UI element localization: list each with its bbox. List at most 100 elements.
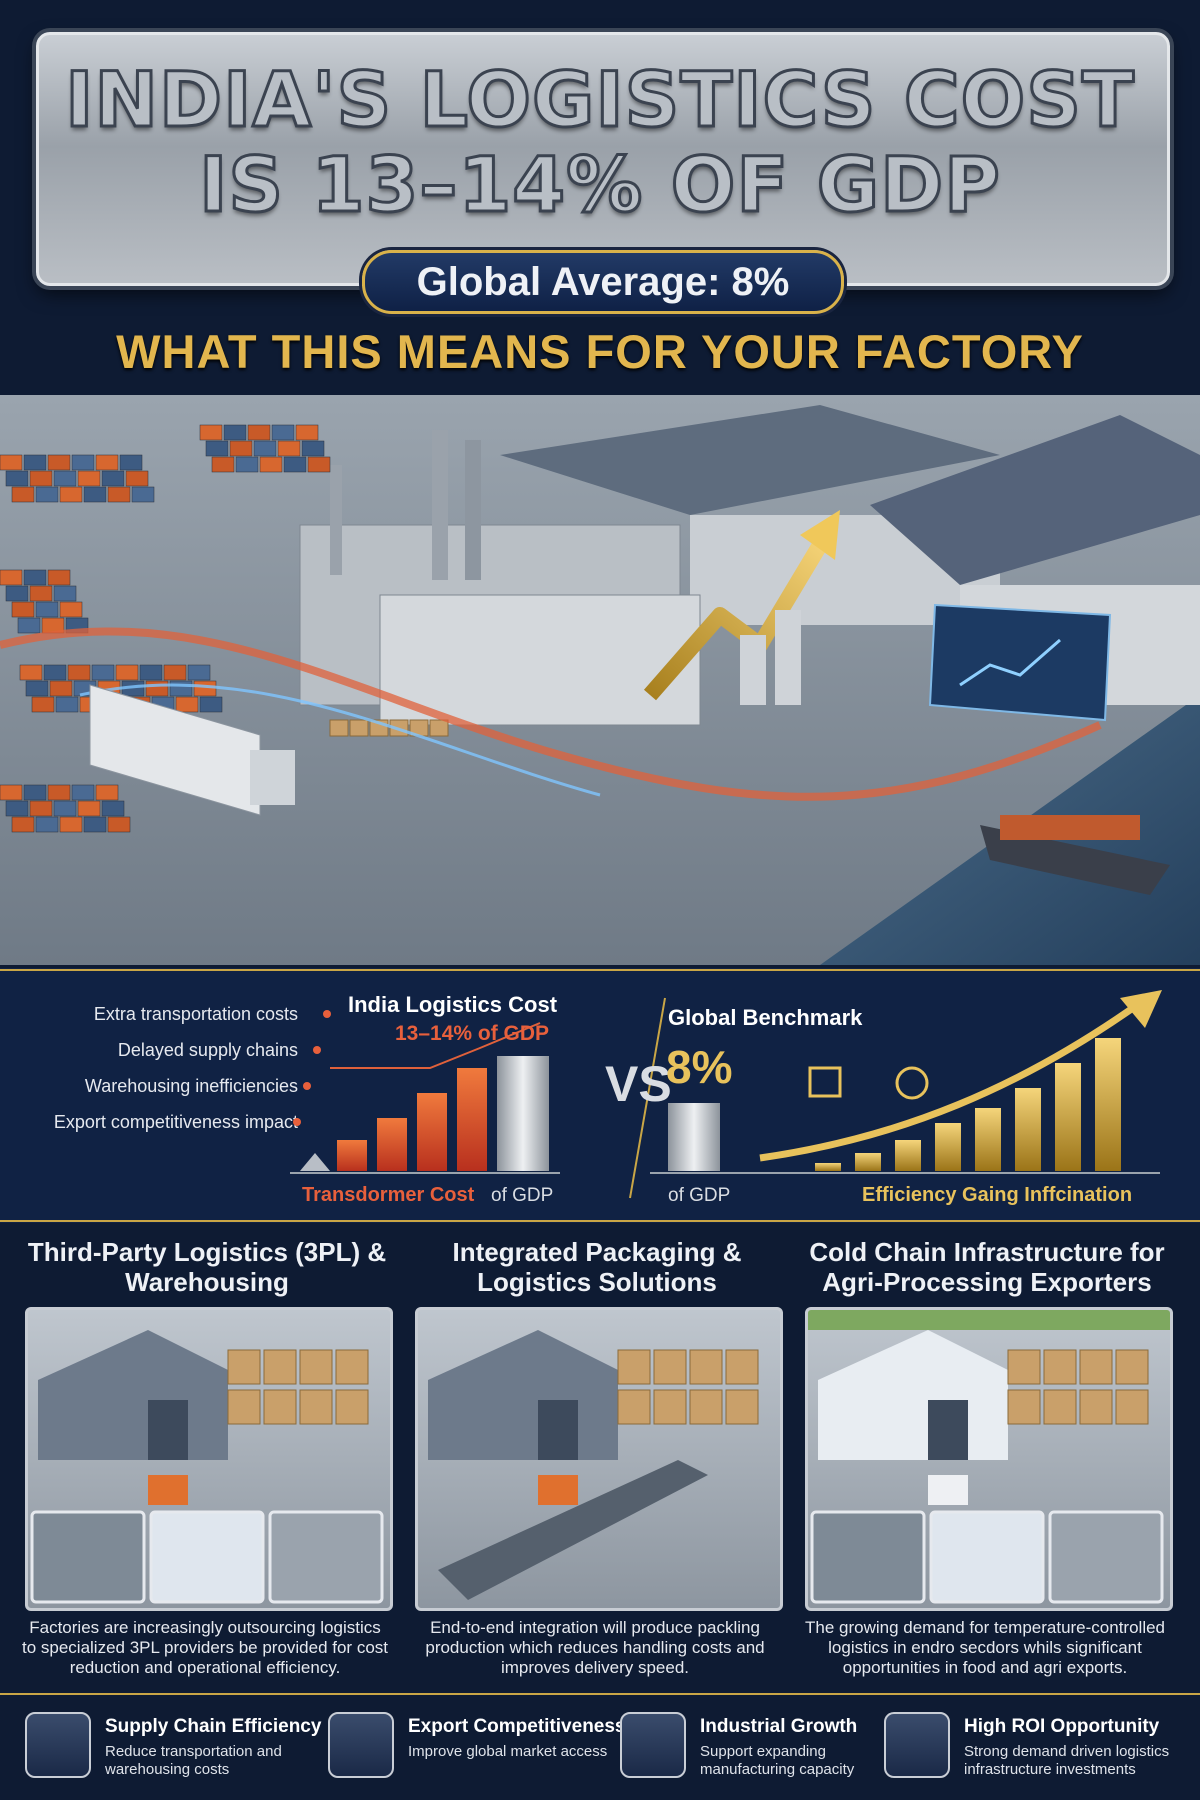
badge: Global Average: 8% xyxy=(362,250,844,314)
container xyxy=(199,424,223,441)
container xyxy=(307,456,331,473)
container xyxy=(101,470,125,487)
benefit-title: Industrial Growth xyxy=(700,1716,858,1737)
container xyxy=(235,456,259,473)
box xyxy=(1043,1349,1077,1385)
box xyxy=(689,1389,723,1425)
container xyxy=(187,664,211,681)
container xyxy=(139,664,163,681)
truck xyxy=(89,684,295,816)
container xyxy=(175,696,199,713)
container xyxy=(199,696,223,713)
vehicle xyxy=(148,1475,188,1505)
container xyxy=(277,440,301,457)
box xyxy=(329,719,349,737)
route xyxy=(0,627,1102,801)
factor: Warehousing inefficiencies xyxy=(85,1076,298,1096)
container xyxy=(229,440,253,457)
container xyxy=(283,456,307,473)
card-title: Third-Party Logistics (3PL) & Warehousin… xyxy=(27,1237,387,1297)
container xyxy=(0,454,23,471)
container xyxy=(163,664,187,681)
container xyxy=(223,424,247,441)
title: INDIA'S LOGISTICS COST xyxy=(64,54,1136,146)
conveyor xyxy=(438,1460,708,1600)
container xyxy=(301,440,325,457)
box xyxy=(653,1389,687,1425)
factory xyxy=(299,430,701,726)
container xyxy=(91,664,115,681)
card-text: Factories are increasingly outsourcing l… xyxy=(21,1618,388,1677)
container xyxy=(19,664,43,681)
route xyxy=(79,683,601,797)
factor: Delayed supply chains xyxy=(118,1040,298,1060)
box xyxy=(617,1349,651,1385)
factor-list: Extra transportation costs Delayed supply… xyxy=(54,1004,331,1132)
box xyxy=(1043,1389,1077,1425)
factor-dot xyxy=(293,1118,301,1126)
benefit-icon xyxy=(328,1712,394,1778)
container xyxy=(47,569,71,586)
factor-dot xyxy=(323,1010,331,1018)
container xyxy=(107,486,131,503)
container xyxy=(23,784,47,801)
container xyxy=(107,816,131,833)
benefit-text: Improve global market access xyxy=(408,1743,608,1760)
container xyxy=(5,470,29,487)
global-value: 8% xyxy=(666,1041,732,1093)
growth-arrow xyxy=(643,510,840,705)
factor: Export competitiveness impact xyxy=(54,1112,298,1132)
vehicle xyxy=(538,1475,578,1505)
container xyxy=(205,440,229,457)
container xyxy=(29,585,53,602)
container xyxy=(0,569,23,586)
container xyxy=(0,784,23,801)
container xyxy=(119,454,143,471)
card-text: The growing demand for temperature-contr… xyxy=(804,1618,1166,1677)
container xyxy=(53,585,77,602)
india-bars xyxy=(300,1022,549,1171)
container xyxy=(77,470,101,487)
container xyxy=(43,664,67,681)
box xyxy=(725,1349,759,1385)
global-title: Global Benchmark xyxy=(668,1005,863,1030)
benefit-text: Support expanding manufacturing capacity xyxy=(700,1743,855,1778)
divider xyxy=(0,1693,1200,1695)
box xyxy=(1079,1349,1113,1385)
box xyxy=(1007,1389,1041,1425)
container xyxy=(59,601,83,618)
box xyxy=(689,1349,723,1385)
benefit-title: Export Competitiveness xyxy=(408,1716,626,1737)
container xyxy=(77,800,101,817)
container xyxy=(247,424,271,441)
box xyxy=(227,1389,261,1425)
container xyxy=(47,454,71,471)
global-axis: of GDP xyxy=(668,1185,730,1206)
container xyxy=(71,784,95,801)
india-caption: Transdormer Cost xyxy=(302,1184,475,1206)
benefit-icon xyxy=(25,1712,91,1778)
container xyxy=(211,456,235,473)
container xyxy=(95,454,119,471)
subtitle: WHAT THIS MEANS FOR YOUR FACTORY xyxy=(116,325,1084,378)
india-value: 13–14% of GDP xyxy=(395,1022,549,1045)
box xyxy=(227,1349,261,1385)
container xyxy=(35,816,59,833)
container xyxy=(17,617,41,634)
container xyxy=(11,816,35,833)
box xyxy=(1079,1389,1113,1425)
container xyxy=(71,454,95,471)
card-title: Cold Chain Infrastructure for Agri-Proce… xyxy=(809,1237,1165,1297)
containers xyxy=(0,424,449,833)
card-text: End-to-end integration will produce pack… xyxy=(425,1618,765,1677)
card-illustration xyxy=(428,1330,759,1600)
container xyxy=(115,664,139,681)
divider xyxy=(629,997,666,1199)
box xyxy=(299,1389,333,1425)
dashboard xyxy=(928,603,1112,722)
thumbnail xyxy=(929,1510,1045,1604)
container xyxy=(23,569,47,586)
factor-dot xyxy=(313,1046,321,1054)
container xyxy=(29,470,53,487)
container xyxy=(259,456,283,473)
